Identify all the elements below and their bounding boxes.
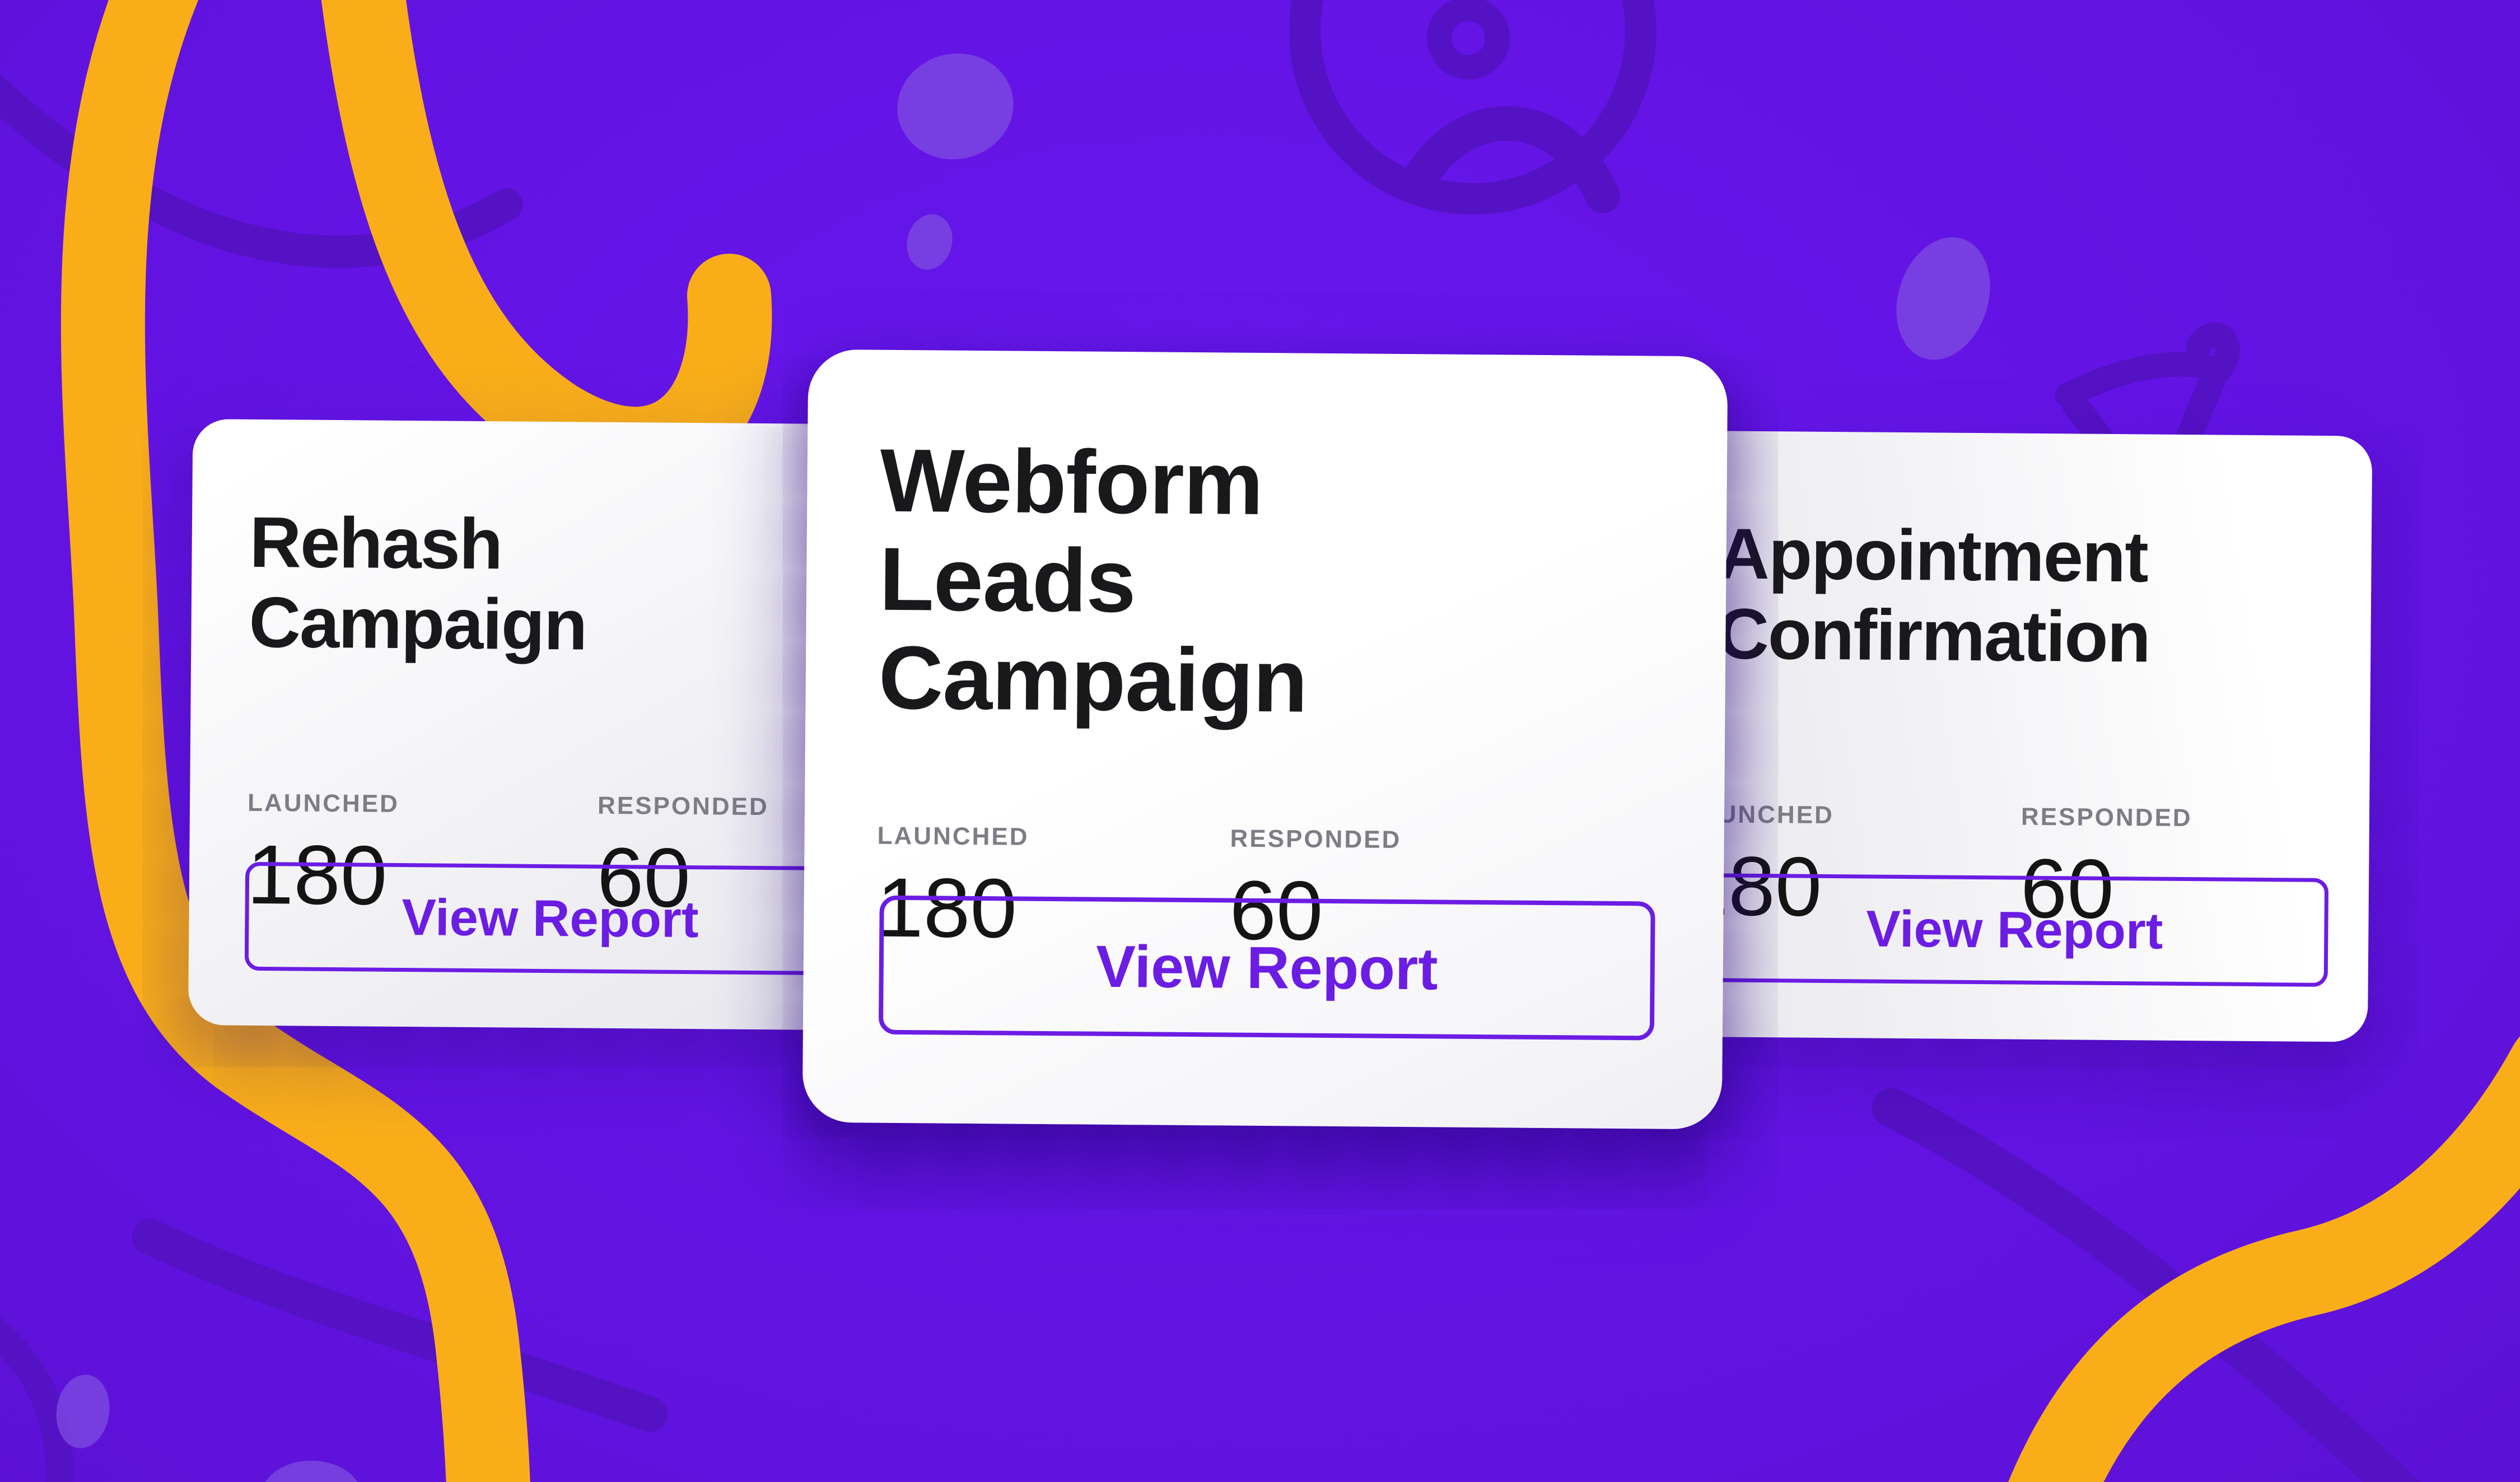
stat-label: RESPONDED bbox=[2020, 803, 2192, 832]
yellow-loop-top bbox=[321, 0, 772, 491]
face-doodle-eye bbox=[1427, 0, 1510, 80]
face-doodle-mouth bbox=[1398, 106, 1620, 213]
stat-label: LAUNCHED bbox=[877, 822, 1029, 851]
stat-label: LAUNCHED bbox=[247, 789, 400, 818]
card-title: Rehash Campaign bbox=[249, 502, 587, 665]
blob-right bbox=[1896, 237, 1990, 360]
card-title: Appointment Confirmation bbox=[1716, 514, 2150, 678]
diagonal-doodle-bottom-right bbox=[1872, 1088, 2421, 1482]
campaign-card-webform-leads: Webform Leads Campaign LAUNCHED 180 RESP… bbox=[802, 349, 1728, 1130]
yellow-squiggle-bottom-right bbox=[2008, 1036, 2520, 1482]
yellow-squiggle-left bbox=[60, 0, 530, 1482]
blob-bottom-center bbox=[265, 1461, 357, 1482]
stat-label: RESPONDED bbox=[1230, 824, 1402, 854]
stat-label: RESPONDED bbox=[597, 791, 769, 821]
blob-top-center bbox=[897, 53, 1014, 160]
blob-bottom-left bbox=[56, 1374, 110, 1448]
blob-small-center bbox=[907, 214, 953, 270]
campaign-card-appointment: Appointment Confirmation LAUNCHED 180 RE… bbox=[1649, 430, 2373, 1042]
stat-label: LAUNCHED bbox=[1682, 800, 1835, 829]
campaign-card-rehash: Rehash Campaign LAUNCHED 180 RESPONDED 6… bbox=[188, 419, 843, 1031]
corner-arc-doodle-bottom-left bbox=[0, 1316, 73, 1482]
view-report-button[interactable]: View Report bbox=[1700, 873, 2329, 987]
card-title: Webform Leads Campaign bbox=[878, 430, 1308, 731]
face-doodle-circle bbox=[1289, 0, 1656, 215]
eyebrow-doodle-bottom-left bbox=[132, 1219, 668, 1432]
view-report-button[interactable]: View Report bbox=[878, 895, 1655, 1041]
view-report-button[interactable]: View Report bbox=[244, 861, 843, 976]
